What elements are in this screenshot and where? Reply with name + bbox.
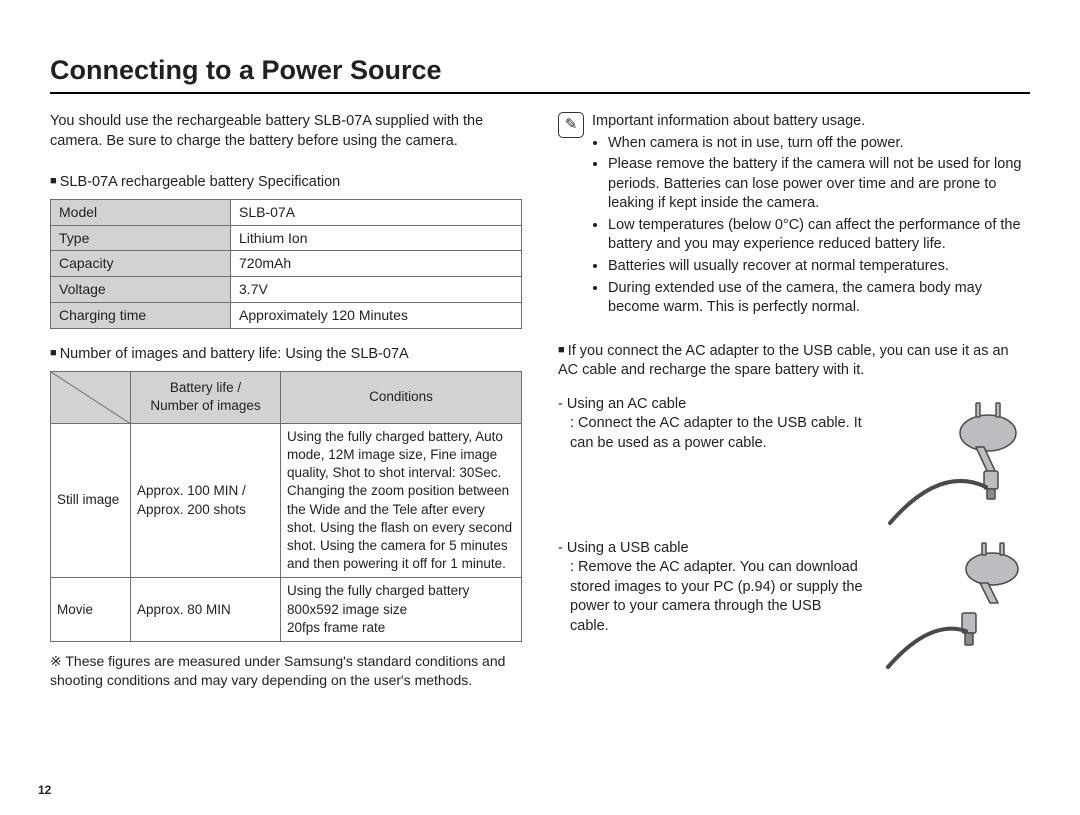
info-note-block: ✎ Important information about battery us… (558, 112, 1030, 320)
note-icon: ✎ (558, 112, 584, 138)
spec-value: 3.7V (231, 277, 522, 303)
spec-key: Model (51, 199, 231, 225)
note-bullet: During extended use of the camera, the c… (608, 279, 1030, 318)
note-body: Important information about battery usag… (592, 112, 1030, 320)
note-title: Important information about battery usag… (592, 113, 865, 129)
life-conditions: Using the fully charged battery 800x592 … (281, 578, 522, 642)
spec-heading: SLB-07A rechargeable battery Specificati… (50, 173, 522, 193)
ac-cable-desc: : Connect the AC adapter to the USB cabl… (558, 414, 864, 453)
life-header-col2: Conditions (281, 371, 522, 423)
life-header-col1-l2: Number of images (150, 398, 260, 413)
note-bullet: Please remove the battery if the camera … (608, 155, 1030, 214)
usb-cable-item: - Using a USB cable : Remove the AC adap… (558, 539, 1030, 669)
spec-value: 720mAh (231, 251, 522, 277)
usb-cable-lead: - Using a USB cable (558, 539, 864, 559)
ac-cable-text: - Using an AC cable : Connect the AC ada… (558, 395, 864, 525)
life-conditions: Using the fully charged battery, Auto mo… (281, 423, 522, 578)
footnote: ※ These figures are measured under Samsu… (50, 652, 522, 690)
ac-usage-section: If you connect the AC adapter to the USB… (558, 342, 1030, 669)
table-row: Charging timeApproximately 120 Minutes (51, 303, 522, 329)
life-value: Approx. 80 MIN (131, 578, 281, 642)
table-row: Capacity720mAh (51, 251, 522, 277)
battery-life-table: Battery life / Number of images Conditio… (50, 371, 522, 642)
life-value: Approx. 100 MIN / Approx. 200 shots (131, 423, 281, 578)
intro-text: You should use the rechargeable battery … (50, 112, 522, 151)
manual-page: Connecting to a Power Source You should … (0, 0, 1080, 815)
ac-adapter-icon (880, 395, 1030, 525)
life-header-col1: Battery life / Number of images (131, 371, 281, 423)
right-column: ✎ Important information about battery us… (558, 112, 1030, 690)
life-mode: Movie (51, 578, 131, 642)
spec-key: Voltage (51, 277, 231, 303)
table-row: Still imageApprox. 100 MIN / Approx. 200… (51, 423, 522, 578)
spec-value: Approximately 120 Minutes (231, 303, 522, 329)
note-bullet: Low temperatures (below 0°C) can affect … (608, 216, 1030, 255)
page-number: 12 (38, 783, 51, 797)
note-bullet: When camera is not in use, turn off the … (608, 134, 1030, 154)
spec-value: Lithium Ion (231, 225, 522, 251)
ac-heading: If you connect the AC adapter to the USB… (558, 342, 1030, 381)
table-row: ModelSLB-07A (51, 199, 522, 225)
usb-cable-desc: : Remove the AC adapter. You can downloa… (558, 558, 864, 636)
table-row: TypeLithium Ion (51, 225, 522, 251)
spec-table: ModelSLB-07ATypeLithium IonCapacity720mA… (50, 199, 522, 329)
usb-adapter-icon (880, 539, 1030, 669)
note-bullet-list: When camera is not in use, turn off the … (592, 134, 1030, 318)
spec-key: Charging time (51, 303, 231, 329)
life-mode: Still image (51, 423, 131, 578)
page-title: Connecting to a Power Source (50, 55, 1030, 94)
left-column: You should use the rechargeable battery … (50, 112, 522, 690)
table-row: MovieApprox. 80 MINUsing the fully charg… (51, 578, 522, 642)
usb-cable-text: - Using a USB cable : Remove the AC adap… (558, 539, 864, 669)
ac-cable-lead: - Using an AC cable (558, 395, 864, 415)
table-row: Voltage3.7V (51, 277, 522, 303)
note-bullet: Batteries will usually recover at normal… (608, 257, 1030, 277)
life-header-col1-l1: Battery life / (170, 380, 241, 395)
life-heading: Number of images and battery life: Using… (50, 345, 522, 365)
ac-cable-item: - Using an AC cable : Connect the AC ada… (558, 395, 1030, 525)
diagonal-header-cell (51, 371, 131, 423)
two-column-layout: You should use the rechargeable battery … (50, 112, 1030, 690)
spec-key: Capacity (51, 251, 231, 277)
spec-key: Type (51, 225, 231, 251)
spec-value: SLB-07A (231, 199, 522, 225)
